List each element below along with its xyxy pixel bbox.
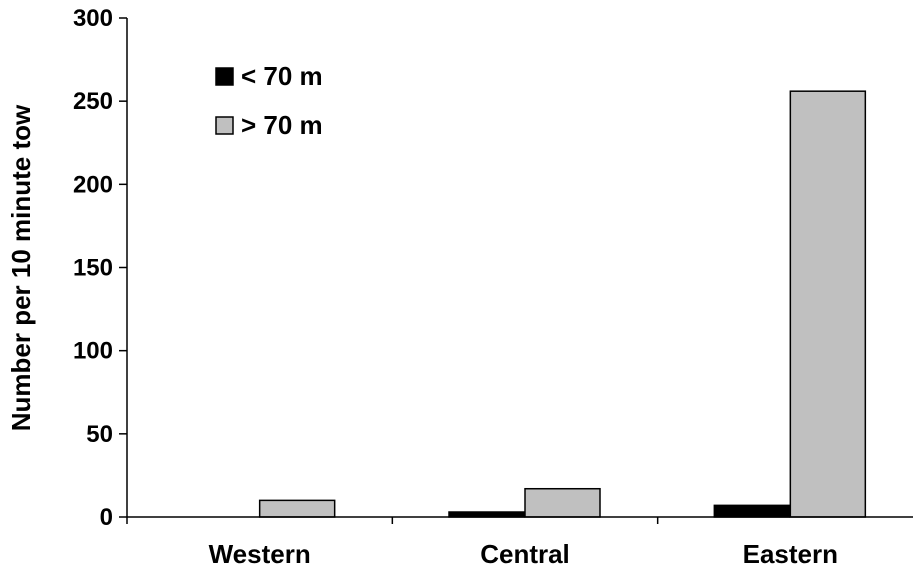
- y-tick-label: 250: [73, 88, 113, 115]
- x-category-label: Central: [480, 539, 570, 569]
- y-tick-label: 300: [73, 5, 113, 32]
- x-axis-category-labels: Western Central Eastern: [209, 539, 838, 569]
- y-tick-label: 50: [86, 421, 113, 448]
- y-axis-ticks: 0 50 100 150 200 250 300: [73, 5, 127, 531]
- legend-swatch: [215, 116, 234, 135]
- legend-label: < 70 m: [241, 61, 323, 91]
- legend-label: > 70 m: [241, 110, 323, 140]
- y-tick-label: 0: [100, 504, 113, 531]
- bar-eastern-series-1: [713, 504, 791, 518]
- x-category-label: Eastern: [743, 539, 838, 569]
- bar-central-series-2: [524, 487, 601, 518]
- y-tick-label: 200: [73, 171, 113, 198]
- legend: < 70 m > 70 m: [215, 61, 323, 140]
- x-category-label: Western: [209, 539, 311, 569]
- legend-swatch: [215, 67, 234, 86]
- bar-western-series-2: [258, 499, 336, 518]
- bars: [258, 90, 867, 518]
- y-axis-title: Number per 10 minute tow: [6, 104, 36, 431]
- y-tick-label: 150: [73, 255, 113, 282]
- bar-eastern-series-2: [789, 90, 867, 518]
- y-tick-label: 100: [73, 338, 113, 365]
- x-axis-ticks: [126, 517, 659, 524]
